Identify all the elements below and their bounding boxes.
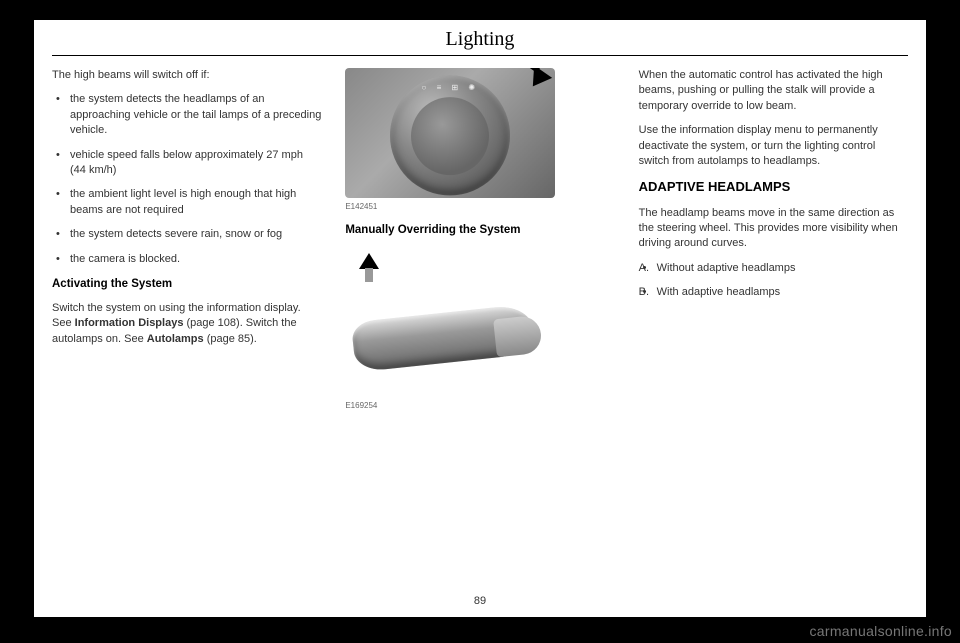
- ref-info-displays: Information Displays: [75, 317, 184, 329]
- letter-a: A.: [639, 261, 649, 276]
- list-item-b: B. With adaptive headlamps: [639, 285, 908, 300]
- column-middle: ○ ≡ ⊞ ✺ E142451 Manually Overriding the …: [345, 68, 614, 421]
- up-arrow-icon: [359, 253, 379, 269]
- letter-b: B.: [639, 285, 649, 300]
- figure-dial: ○ ≡ ⊞ ✺: [345, 68, 555, 198]
- title-underline: [52, 55, 908, 56]
- page-number: 89: [474, 595, 486, 607]
- list-item-a: A. Without adaptive headlamps: [639, 261, 908, 276]
- dial-inner: [411, 97, 489, 175]
- override-paragraph-1: When the automatic control has activated…: [639, 68, 908, 114]
- lettered-list: A. Without adaptive headlamps B. With adap…: [639, 261, 908, 301]
- heading-activating: Activating the System: [52, 276, 321, 292]
- figure-2-label: E169254: [345, 400, 614, 411]
- bullet-item: vehicle speed falls below approximately …: [52, 148, 321, 179]
- bullet-list: the system detects the headlamps of an a…: [52, 92, 321, 267]
- figure-stalk: [345, 247, 555, 397]
- list-text: Without adaptive headlamps: [657, 262, 796, 274]
- column-left: The high beams will switch off if: the s…: [52, 68, 321, 421]
- heading-override: Manually Overriding the System: [345, 222, 614, 238]
- column-right: When the automatic control has activated…: [639, 68, 908, 421]
- arrow-stem-icon: [365, 268, 373, 282]
- manual-page: Lighting The high beams will switch off …: [34, 20, 926, 617]
- intro-text: The high beams will switch off if:: [52, 68, 321, 83]
- bullet-item: the ambient light level is high enough t…: [52, 187, 321, 218]
- watermark: carmanualsonline.info: [810, 623, 953, 639]
- figure-1-label: E142451: [345, 201, 614, 212]
- list-text: With adaptive headlamps: [657, 286, 781, 298]
- activating-paragraph: Switch the system on using the informati…: [52, 301, 321, 347]
- text-span: (page 85).: [204, 333, 257, 345]
- heading-adaptive: ADAPTIVE HEADLAMPS: [639, 178, 908, 196]
- bullet-item: the system detects severe rain, snow or …: [52, 227, 321, 242]
- stalk-body: [353, 303, 543, 373]
- dial-symbols-icon: ○ ≡ ⊞ ✺: [422, 82, 480, 93]
- page-title: Lighting: [34, 20, 926, 55]
- stalk-tip: [493, 315, 543, 358]
- bullet-item: the camera is blocked.: [52, 252, 321, 267]
- ref-autolamps: Autolamps: [147, 333, 204, 345]
- adaptive-paragraph: The headlamp beams move in the same dire…: [639, 206, 908, 252]
- content-columns: The high beams will switch off if: the s…: [34, 68, 926, 421]
- arrow-icon: [524, 68, 552, 93]
- bullet-item: the system detects the headlamps of an a…: [52, 92, 321, 138]
- override-paragraph-2: Use the information display menu to perm…: [639, 123, 908, 169]
